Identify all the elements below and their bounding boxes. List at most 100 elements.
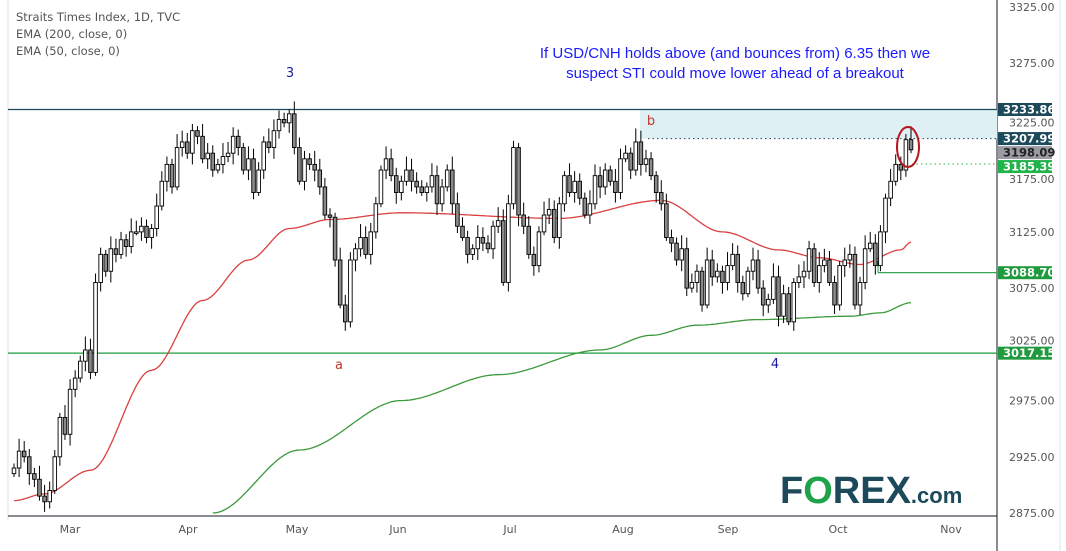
candle [883, 193, 888, 244]
candle [536, 226, 542, 273]
candle [388, 148, 394, 182]
candle [730, 243, 735, 271]
x-tick-label: Sep [718, 523, 739, 536]
y-tick-label: 3325.00 [1009, 1, 1055, 14]
candle [480, 227, 486, 252]
candle-body [327, 214, 333, 218]
candle [62, 405, 68, 440]
candle-body [811, 248, 817, 283]
candle-body [521, 214, 526, 227]
candle-body [363, 237, 368, 255]
y-tick-label: 2875.00 [1009, 507, 1055, 520]
candle-body [128, 231, 134, 247]
y-tick-label: 3175.00 [1009, 173, 1055, 186]
candle [108, 236, 114, 283]
candle-body [185, 141, 190, 154]
candle [93, 273, 98, 376]
candle [358, 224, 363, 257]
candle [307, 153, 312, 171]
candle-body [490, 225, 496, 250]
candle [261, 136, 266, 180]
candle-body [755, 259, 761, 289]
x-tick-label: Jun [388, 523, 406, 536]
candle-body [618, 158, 623, 193]
candle [225, 141, 231, 163]
candle [587, 190, 593, 225]
candle-body [276, 118, 282, 132]
candle-body [200, 135, 205, 160]
candle-body [460, 225, 465, 238]
candle-body [103, 253, 108, 272]
price-tag-3207-99: 3207.99 [998, 132, 1055, 146]
x-tick-label: Oct [828, 523, 848, 536]
candle-body [470, 248, 475, 255]
candle [337, 247, 343, 309]
candle [450, 156, 455, 214]
candle [281, 112, 287, 128]
candle [169, 158, 175, 194]
candle-body [113, 248, 119, 255]
candle [185, 132, 190, 159]
candle-body [78, 360, 83, 379]
candle-body [159, 180, 165, 207]
candle [771, 263, 776, 304]
candle-body [679, 248, 684, 261]
candle-body [439, 186, 445, 205]
candle-body [608, 169, 613, 182]
candle [52, 450, 58, 494]
candle-body [592, 175, 598, 205]
candle-body [694, 270, 700, 283]
candle [745, 266, 751, 298]
candle [159, 171, 165, 211]
price-tag-bg [998, 102, 1052, 116]
candle [27, 448, 32, 485]
candle [679, 235, 684, 272]
candle [628, 147, 633, 180]
candle [857, 276, 863, 316]
candle [602, 163, 608, 195]
logo-text: FOREX.com [780, 470, 962, 512]
candle-body [123, 239, 129, 247]
candle-body [526, 225, 532, 255]
y-tick-label: 3025.00 [1009, 334, 1055, 347]
candle [490, 220, 496, 259]
forex-logo: FOREX.com [780, 470, 962, 512]
x-tick-label: Aug [612, 523, 633, 536]
candle-body [613, 180, 618, 193]
candle [633, 128, 639, 176]
candle [592, 164, 598, 210]
candle-body [72, 377, 78, 390]
candle-body [699, 270, 705, 306]
candle [251, 148, 256, 200]
candle-body [179, 141, 185, 149]
candle-body [750, 259, 756, 272]
candle [776, 265, 781, 327]
candle [648, 152, 654, 181]
candle-body [215, 163, 221, 171]
candle-body [388, 158, 394, 177]
candle-body [241, 147, 246, 171]
candle-body [776, 276, 781, 317]
legend-ema200: EMA (200, close, 0) [16, 27, 128, 41]
candle [822, 248, 827, 273]
candle [429, 163, 435, 193]
candle-body [27, 456, 32, 475]
candle-body [720, 270, 725, 283]
candle-body [704, 259, 710, 306]
candle [404, 156, 409, 186]
price-tag-text: 3198.09 [1003, 146, 1055, 160]
candle-body [118, 239, 124, 255]
candle [266, 128, 272, 154]
candle [781, 284, 786, 323]
candle [419, 180, 424, 196]
candle-body [414, 180, 419, 188]
candle [506, 194, 511, 292]
price-tag-text: 3017.15 [1003, 346, 1055, 360]
candle [154, 193, 159, 237]
candle [740, 275, 746, 301]
candle [144, 219, 149, 244]
candle-body [169, 163, 175, 188]
candle-body [93, 282, 98, 373]
candle-body [541, 214, 547, 233]
